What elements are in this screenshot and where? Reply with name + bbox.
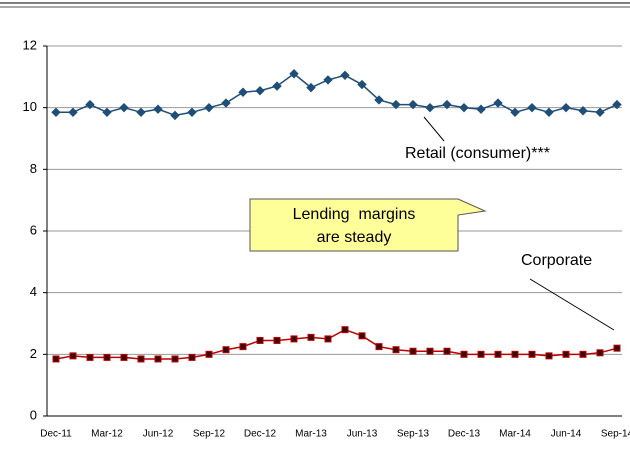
y-tick-label: 0 xyxy=(30,407,37,422)
x-tick-label: Sep-13 xyxy=(397,429,430,440)
x-tick-label: Dec-12 xyxy=(244,429,277,440)
marker xyxy=(544,107,554,117)
marker xyxy=(426,347,434,355)
marker xyxy=(358,332,366,340)
marker xyxy=(527,102,537,113)
marker xyxy=(239,343,247,351)
annotation-arrow xyxy=(529,278,615,331)
marker xyxy=(613,344,621,352)
marker xyxy=(306,82,316,93)
x-tick-label: Sep-12 xyxy=(193,429,226,440)
x-tick-label: Jun-12 xyxy=(143,429,174,440)
marker xyxy=(442,99,452,110)
marker xyxy=(425,102,435,113)
marker xyxy=(323,75,333,85)
marker xyxy=(459,102,469,113)
x-tick-label: Jun-14 xyxy=(551,429,582,440)
plot-area: 0 2 4 6 8 10 12 Dec-11 Mar-12 Jun-12 Sep-12 Dec-12 M… xyxy=(23,37,630,439)
marker xyxy=(204,102,214,113)
series-label: Corporate xyxy=(521,252,592,269)
x-tick-label: Mar-13 xyxy=(295,429,327,440)
x-tick-label: Sep-14 xyxy=(601,429,630,440)
x-tick-label: Jun-13 xyxy=(347,429,378,440)
callout-text: are steady xyxy=(317,229,392,246)
marker xyxy=(154,355,162,363)
y-tick-label: 8 xyxy=(30,161,37,176)
marker xyxy=(256,336,264,344)
marker xyxy=(494,350,502,358)
marker xyxy=(561,102,571,113)
marker xyxy=(578,106,588,116)
marker xyxy=(120,353,128,361)
marker xyxy=(528,350,536,358)
y-tick-label: 4 xyxy=(30,284,37,299)
x-tick-label: Dec-11 xyxy=(40,429,72,440)
marker xyxy=(86,353,94,361)
annotation-arrow xyxy=(423,116,445,142)
marker xyxy=(341,326,349,334)
marker xyxy=(612,99,622,110)
marker xyxy=(340,70,350,80)
marker xyxy=(255,86,265,96)
marker xyxy=(375,343,383,351)
marker xyxy=(579,350,587,358)
marker xyxy=(51,107,61,117)
y-tick-label: 6 xyxy=(30,222,37,237)
marker xyxy=(136,107,146,117)
marker xyxy=(511,350,519,358)
marker xyxy=(307,333,315,341)
marker xyxy=(477,350,485,358)
marker xyxy=(545,352,553,360)
marker xyxy=(392,346,400,354)
callout-text: Lending margins xyxy=(293,206,416,223)
marker xyxy=(408,99,418,110)
marker xyxy=(52,355,60,363)
marker xyxy=(409,347,417,355)
marker xyxy=(188,353,196,361)
marker xyxy=(69,352,77,360)
x-tick-label: Dec-13 xyxy=(448,429,481,440)
marker xyxy=(596,349,604,357)
marker xyxy=(85,99,95,110)
marker xyxy=(476,104,486,114)
series-label: Retail (consumer)*** xyxy=(405,145,550,162)
y-tick-label: 2 xyxy=(30,346,37,361)
marker xyxy=(391,99,401,110)
marker xyxy=(273,336,281,344)
callout-box xyxy=(249,198,487,252)
marker xyxy=(289,69,299,79)
marker xyxy=(153,104,163,114)
marker xyxy=(119,102,129,113)
marker xyxy=(222,346,230,354)
marker xyxy=(103,353,111,361)
marker xyxy=(460,350,468,358)
marker xyxy=(324,335,332,343)
marker xyxy=(510,107,520,117)
x-tick-label: Mar-14 xyxy=(499,429,531,440)
marker xyxy=(290,335,298,343)
marker xyxy=(170,110,180,121)
marker xyxy=(221,98,231,108)
y-tick-label: 10 xyxy=(23,99,37,114)
marker xyxy=(595,107,605,117)
series-line xyxy=(56,72,618,117)
marker xyxy=(357,79,367,90)
marker xyxy=(187,107,197,117)
marker xyxy=(493,98,503,108)
series-line xyxy=(55,328,618,360)
x-tick-label: Mar-12 xyxy=(91,429,123,440)
marker xyxy=(102,107,112,117)
marker xyxy=(205,350,213,358)
marker xyxy=(68,107,78,117)
marker xyxy=(443,347,451,355)
marker xyxy=(137,355,145,363)
y-tick-label: 12 xyxy=(23,37,37,52)
marker xyxy=(238,87,248,97)
marker xyxy=(562,350,570,358)
marker xyxy=(171,355,179,363)
marker xyxy=(374,95,384,105)
marker xyxy=(272,81,282,91)
